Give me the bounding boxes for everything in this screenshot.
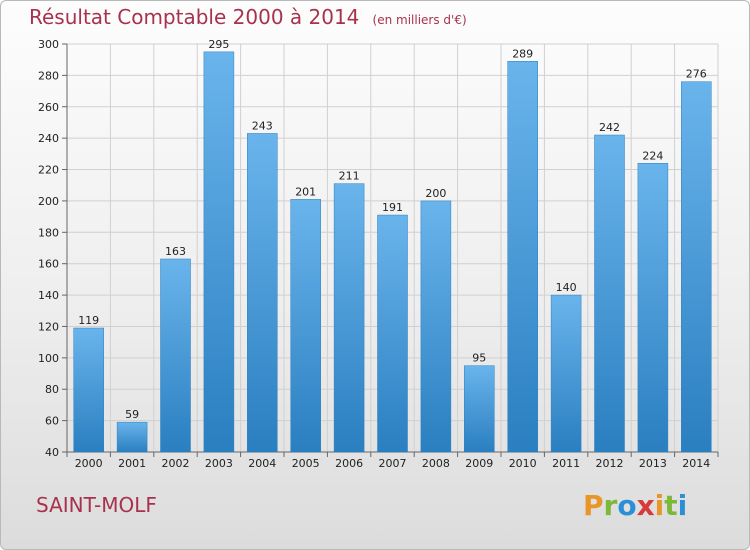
bar	[681, 81, 712, 453]
x-tick-label: 2012	[596, 457, 624, 470]
x-tick-label: 2005	[292, 457, 320, 470]
x-tick-label: 2001	[118, 457, 146, 470]
y-tick-label: 180	[38, 226, 59, 239]
bar-value-label: 276	[686, 68, 707, 81]
chart-subtitle: (en milliers d'€)	[372, 13, 467, 27]
x-tick-label: 2009	[465, 457, 493, 470]
y-tick-label: 120	[38, 320, 59, 333]
y-tick-label: 140	[38, 289, 59, 302]
y-tick-label: 200	[38, 195, 59, 208]
bar-value-label: 59	[125, 408, 139, 421]
bar	[203, 51, 235, 453]
x-tick-label: 2014	[682, 457, 710, 470]
bar	[247, 133, 278, 453]
logo-letter: P	[583, 489, 604, 522]
bar	[420, 200, 452, 453]
y-tick-label: 100	[38, 352, 59, 365]
bar	[550, 294, 582, 453]
y-tick-label: 220	[38, 164, 59, 177]
logo-letter: t	[664, 489, 678, 522]
bar-value-label: 119	[78, 314, 99, 327]
bar-value-label: 295	[208, 38, 229, 51]
y-tick-label: 160	[38, 258, 59, 271]
bar	[507, 61, 538, 453]
y-tick-label: 240	[38, 132, 59, 145]
bar-value-label: 191	[382, 201, 403, 214]
logo-letter: i	[677, 489, 688, 522]
bar	[116, 421, 148, 453]
bar-value-label: 200	[425, 187, 446, 200]
y-tick-label: 60	[45, 415, 59, 428]
x-tick-label: 2008	[422, 457, 450, 470]
x-tick-label: 2000	[75, 457, 103, 470]
x-tick-label: 2006	[335, 457, 363, 470]
bar	[73, 327, 104, 453]
labels: 40 60 80 100 120 140 160 180 200 220 240 260 280 300 1…	[38, 38, 710, 470]
x-tick-label: 2002	[162, 457, 190, 470]
logo-letter: x	[636, 489, 655, 522]
bar-value-label: 224	[642, 149, 663, 162]
y-tick-label: 300	[38, 38, 59, 51]
chart-title-block: Résultat Comptable 2000 à 2014 (en milli…	[29, 5, 467, 29]
bar-value-label: 242	[599, 121, 620, 134]
y-tick-label: 80	[45, 383, 59, 396]
y-tick-label: 280	[38, 69, 59, 82]
logo-letter: i	[654, 489, 665, 522]
bar	[464, 365, 495, 453]
chart-title: Résultat Comptable 2000 à 2014	[29, 5, 360, 29]
bar-value-label: 140	[556, 281, 577, 294]
proxiti-logo: Proxiti	[583, 489, 687, 522]
x-tick-label: 2007	[379, 457, 407, 470]
x-tick-label: 2010	[509, 457, 537, 470]
bar-value-label: 289	[512, 47, 533, 60]
bar-value-label: 95	[472, 352, 486, 365]
x-tick-label: 2013	[639, 457, 667, 470]
bar	[290, 199, 321, 453]
bar-value-label: 201	[295, 185, 316, 198]
bar	[637, 163, 669, 453]
x-tick-label: 2004	[248, 457, 276, 470]
bar	[377, 214, 408, 453]
bar	[333, 183, 365, 453]
x-tick-label: 2011	[552, 457, 580, 470]
logo-letter: o	[617, 489, 637, 522]
bar	[594, 134, 625, 453]
bar-value-label: 243	[252, 119, 273, 132]
y-tick-label: 260	[38, 101, 59, 114]
commune-name: SAINT-MOLF	[36, 493, 157, 517]
bar-value-label: 163	[165, 245, 186, 258]
bar	[160, 258, 191, 453]
x-tick-label: 2003	[205, 457, 233, 470]
bars	[73, 51, 712, 453]
y-tick-label: 40	[45, 446, 59, 459]
bar-value-label: 211	[339, 170, 360, 183]
logo-letter: r	[603, 489, 618, 522]
